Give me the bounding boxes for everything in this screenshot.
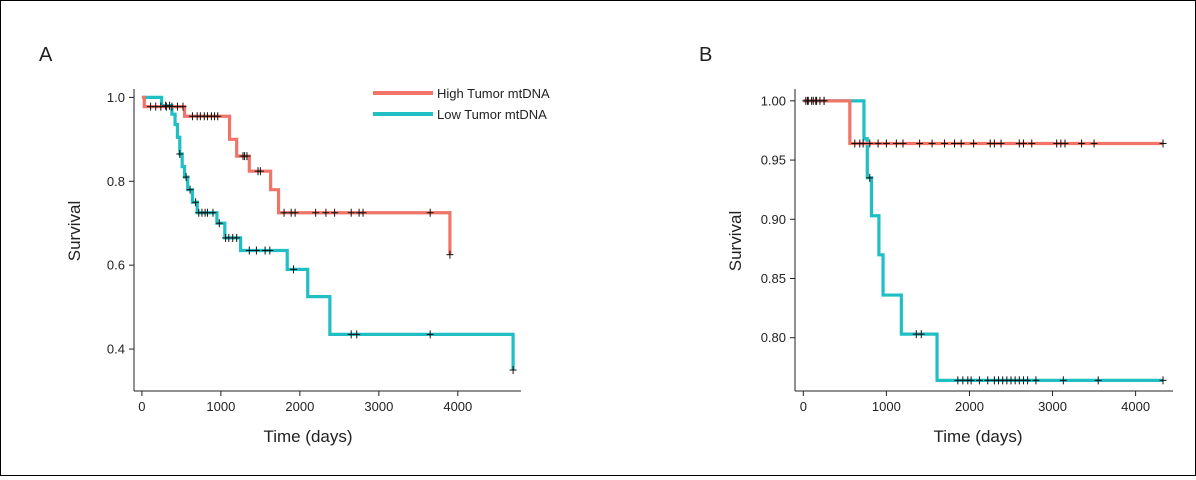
panel-b-low-censor-mark <box>1024 376 1032 385</box>
panel-a-x-tick-label: 2000 <box>285 399 314 414</box>
panel-b-y-tick-label: 1.00 <box>761 93 786 108</box>
panel-a-high-censor-mark <box>179 102 187 111</box>
panel-b-high-censor-mark <box>997 139 1005 148</box>
panel-a-high-censor-mark <box>331 208 339 217</box>
panel-b-high-censor-mark <box>941 139 949 148</box>
panel-b-low-censor-mark <box>967 376 975 385</box>
legend-label-low: Low Tumor mtDNA <box>437 107 547 122</box>
panel-b-low-censor-mark <box>866 173 874 182</box>
panel-b-low-censor-mark <box>1059 376 1067 385</box>
panel-b-high-censor-mark <box>957 139 965 148</box>
panel-a-y-tick-label: 0.8 <box>107 174 125 189</box>
panel-a-low-survival-line <box>141 95 515 371</box>
panel-b-high-censor-mark <box>951 139 959 148</box>
panel-b-x-tick-label: 0 <box>800 399 807 414</box>
panel-a-high-censor-mark <box>312 208 320 217</box>
panel-b-high-censor-mark <box>928 139 936 148</box>
panel-b-high-censor-mark <box>1061 139 1069 148</box>
panel-a-y-axis-title: Survival <box>65 201 84 261</box>
panel-a-low-censor-mark <box>290 265 298 274</box>
panel-a-high-censor-mark <box>243 152 251 161</box>
panel-a-low-censor-mark <box>245 246 253 255</box>
panel-b-y-tick-label: 0.80 <box>761 330 786 345</box>
panel-b-letter: B <box>699 44 712 66</box>
panel-a-low-censor-mark <box>186 185 194 194</box>
panel-b-y-tick-label: 0.95 <box>761 153 786 168</box>
panel-a-high-censor-mark <box>214 112 222 121</box>
panel-a-y-tick-label: 0.4 <box>107 342 125 357</box>
panel-b-high-censor-mark <box>1028 139 1036 148</box>
panel-a-high-censor-mark <box>446 250 454 259</box>
panel-a-low-censor-mark <box>426 330 434 339</box>
panel-b-high-censor-mark <box>970 139 978 148</box>
panel-a-low-censor-mark <box>252 246 260 255</box>
panel-b-high-censor-mark <box>1078 139 1086 148</box>
panel-b-high-censor-mark <box>882 139 890 148</box>
panel-a-high-censor-mark <box>280 208 288 217</box>
panel-a-low-censor-mark <box>509 366 517 375</box>
panel-b-low-censor-mark <box>1032 376 1040 385</box>
panel-a-low-censor-mark <box>266 246 274 255</box>
panel-b-high-censor-mark <box>899 139 907 148</box>
legend-label-high: High Tumor mtDNA <box>437 86 550 101</box>
panel-b-x-axis-title: Time (days) <box>933 427 1022 446</box>
legend: High Tumor mtDNA Low Tumor mtDNA <box>373 86 550 122</box>
panel-b-x-tick-label: 4000 <box>1121 399 1150 414</box>
panel-a-y-tick-label: 0.6 <box>107 258 125 273</box>
panel-a-high-censor-mark <box>359 208 367 217</box>
panel-a-x-axis-title: Time (days) <box>263 427 352 446</box>
panel-a-x-tick-label: 0 <box>138 399 145 414</box>
panel-b-high-censor-mark <box>1159 139 1167 148</box>
panel-a-y-tick-label: 1.0 <box>107 90 125 105</box>
panel-a-plot: Time (days) Survival 0 1000 2000 3000 4000 0.… <box>65 89 521 446</box>
panel-b-high-censor-mark <box>892 139 900 148</box>
panel-b-high-censor-mark <box>1090 139 1098 148</box>
panel-b-y-tick-label: 0.90 <box>761 212 786 227</box>
panel-b-high-censor-mark <box>916 139 924 148</box>
panel-a-low-censor-mark <box>176 150 184 159</box>
panel-b-y-tick-label: 0.85 <box>761 271 786 286</box>
panel-a-letter: A <box>39 44 53 66</box>
panel-b-high-censor-mark <box>990 139 998 148</box>
panel-a-x-tick-label: 1000 <box>206 399 235 414</box>
panel-a-x-tick-label: 3000 <box>364 399 393 414</box>
panel-b-x-tick-label: 1000 <box>872 399 901 414</box>
panel-b-high-censor-mark <box>874 139 882 148</box>
panel-a-low-censor-mark <box>353 330 361 339</box>
panel-a-high-censor-mark <box>291 208 299 217</box>
panel-a-high-censor-mark <box>426 208 434 217</box>
panel-b-high-censor-mark <box>859 139 867 148</box>
panel-b-low-censor-mark <box>1159 376 1167 385</box>
panel-b-low-censor-mark <box>1094 376 1102 385</box>
panel-b-plot: Time (days) Survival 0 1000 2000 3000 4000 0.… <box>726 89 1173 446</box>
panel-a-high-censor-mark <box>256 167 264 176</box>
panel-a-low-censor-mark <box>192 198 200 207</box>
panel-b-low-censor-mark <box>984 376 992 385</box>
panel-a-x-tick-label: 4000 <box>443 399 472 414</box>
panel-b-low-censor-mark <box>917 330 925 339</box>
panel-b-high-censor-mark <box>1019 139 1027 148</box>
panel-b-high-censor-mark <box>866 139 874 148</box>
panel-a-high-censor-mark <box>347 208 355 217</box>
panel-b-low-censor-mark <box>975 376 983 385</box>
panel-a-low-censor-mark <box>166 101 174 110</box>
panel-a-low-censor-mark <box>209 208 217 217</box>
panel-b-high-survival-line <box>803 99 1164 146</box>
panel-a-low-censor-mark <box>182 173 190 182</box>
panel-b-y-axis-title: Survival <box>726 211 745 271</box>
panel-b-low-censor-mark <box>820 96 828 105</box>
panel-b-x-tick-label: 2000 <box>955 399 984 414</box>
panel-a-high-censor-mark <box>322 208 330 217</box>
panel-b-x-tick-label: 3000 <box>1038 399 1067 414</box>
panel-a-low-censor-mark <box>215 219 223 228</box>
panel-a-low-censor-mark <box>233 233 241 242</box>
